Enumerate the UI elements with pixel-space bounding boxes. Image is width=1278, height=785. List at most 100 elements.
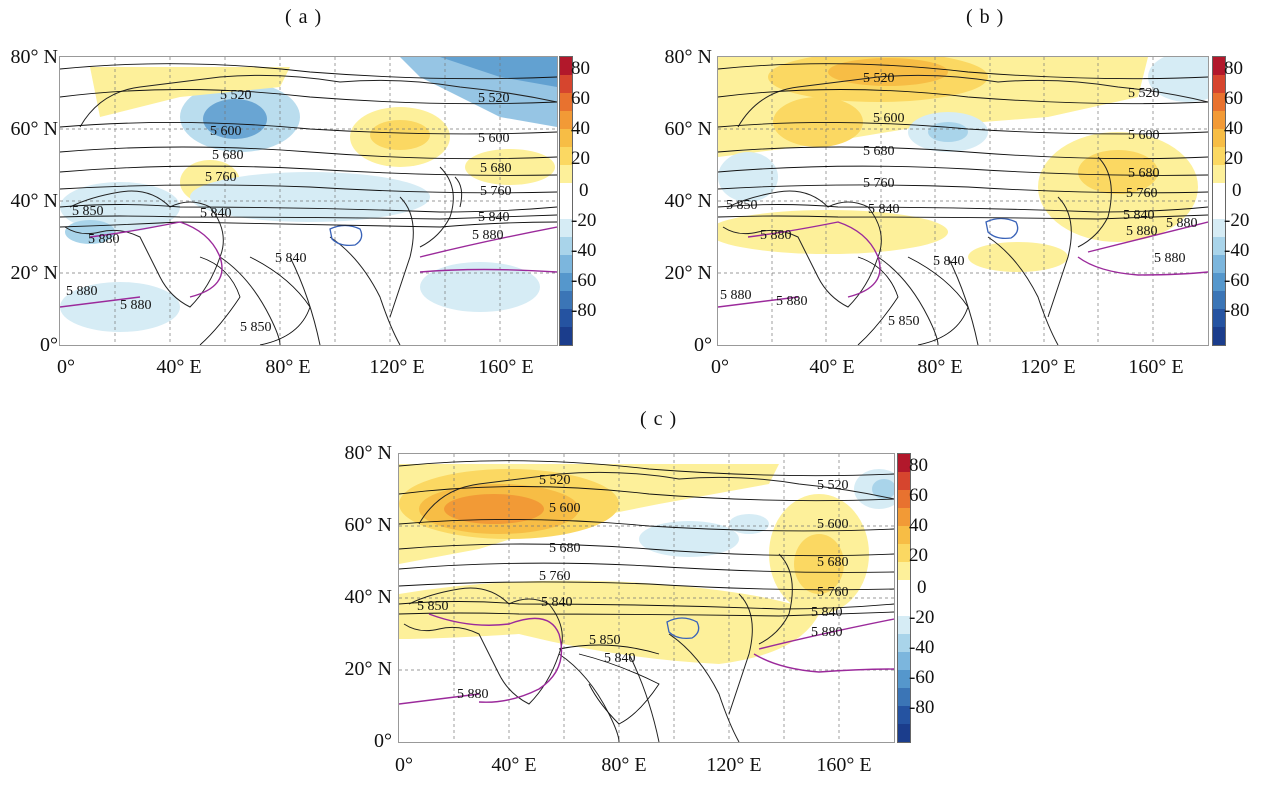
contour-label: 5 880 [88, 232, 120, 247]
colorbar-swatch [1213, 93, 1225, 111]
map-frame: 5 520 5 520 5 600 5 600 5 680 5 680 5 76… [59, 56, 558, 346]
colorbar-swatch [1213, 147, 1225, 165]
colorbar-swatch [898, 490, 910, 508]
colorbar-tick: -20 [1224, 210, 1250, 231]
contour-label: 5 520 [539, 473, 571, 488]
colorbar-swatch [1213, 165, 1225, 183]
lat-label-0: 0° [694, 334, 712, 356]
contour-label-group: 5 520 5 520 5 600 5 600 5 680 5 680 5 76… [66, 88, 512, 335]
contour-label: 5 880 [120, 298, 152, 313]
colorbar-swatches [560, 57, 572, 345]
colorbar-swatch [1213, 57, 1225, 75]
contour-label: 5 880 [1126, 224, 1158, 239]
colorbar-swatch [560, 165, 572, 183]
colorbar-swatch [1213, 327, 1225, 345]
contour-label: 5 520 [1128, 86, 1160, 101]
colorbar-swatch [560, 291, 572, 309]
contour-label: 5 760 [480, 184, 512, 199]
colorbar-swatch [1213, 201, 1225, 219]
panel-b: ( b ) 80° N 60° N 40° N 20° N 0° [650, 0, 1278, 395]
lon-label-40e: 40° E [156, 356, 202, 378]
colorbar-swatch [898, 616, 910, 634]
colorbar-swatch [898, 472, 910, 490]
contour-label: 5 840 [200, 206, 232, 221]
colorbar-swatch [560, 327, 572, 345]
contour-label: 5 850 [888, 314, 920, 329]
colorbar-tick: -80 [1224, 300, 1250, 321]
contour-label: 5 600 [873, 111, 905, 126]
contour-label: 5 840 [811, 605, 843, 620]
colorbar-tick: 40 [571, 118, 590, 139]
lon-label-0: 0° [57, 356, 75, 378]
lat-label-0: 0° [374, 730, 392, 752]
lon-label-80e: 80° E [601, 754, 647, 776]
colorbar-swatch [1213, 255, 1225, 273]
map-frame: 5 520 5 520 5 600 5 600 5 680 5 680 5 76… [717, 56, 1209, 346]
panel-c: ( c ) 80° N 60° N 40° N 20° N 0° [330, 400, 970, 785]
colorbar-swatch [1213, 291, 1225, 309]
contour-label: 5 880 [1166, 216, 1198, 231]
colorbar-swatch [560, 201, 572, 219]
lon-label-160e: 160° E [478, 356, 534, 378]
lat-label-80: 80° N [10, 46, 58, 68]
lon-label-80e: 80° E [917, 356, 963, 378]
shade-lightblue [420, 262, 540, 312]
contour-label: 5 600 [1128, 128, 1160, 143]
shade-blue [928, 122, 968, 142]
colorbar-swatch [560, 219, 572, 237]
map-svg: 5 520 5 520 5 600 5 600 5 680 5 680 5 76… [718, 57, 1208, 345]
contour-label: 5 840 [478, 210, 510, 225]
shade-blue [872, 479, 894, 499]
contour-label: 5 880 [720, 288, 752, 303]
map-frame: 5 520 5 520 5 600 5 600 5 680 5 680 5 76… [398, 453, 895, 743]
colorbar-tick: 60 [909, 485, 928, 506]
height-contours [399, 460, 894, 725]
colorbar-tick: 40 [1224, 118, 1243, 139]
lat-label-80: 80° N [344, 442, 392, 464]
shade-yellow [399, 580, 819, 664]
lake-contour [329, 224, 363, 247]
colorbar-swatch [560, 147, 572, 165]
colorbar-swatch [560, 237, 572, 255]
contour-label: 5 850 [72, 204, 104, 219]
contour-label: 5 760 [863, 176, 895, 191]
shade-orange [370, 120, 430, 150]
shade-blue [203, 99, 267, 139]
contour-label: 5 520 [220, 88, 252, 103]
contour-label: 5 850 [240, 320, 272, 335]
colorbar-swatch [1213, 219, 1225, 237]
lat-label-20: 20° N [10, 262, 58, 284]
colorbar-swatch [1213, 273, 1225, 291]
contour-label: 5 520 [478, 91, 510, 106]
colorbar-tick: -40 [1224, 240, 1250, 261]
lake-contour [985, 217, 1019, 240]
contour-5880 [399, 613, 894, 705]
colorbar-swatch [560, 57, 572, 75]
lon-label-40e: 40° E [809, 356, 855, 378]
colorbar-swatch [898, 580, 910, 598]
colorbar-tick: -40 [571, 240, 597, 261]
contour-label: 5 520 [863, 71, 895, 86]
shade-yellow [968, 242, 1068, 272]
colorbar-tick: 20 [571, 148, 590, 169]
colorbar-tick: -80 [571, 300, 597, 321]
panel-label: ( a ) [285, 6, 323, 28]
colorbar-swatch [560, 183, 572, 201]
lon-label-80e: 80° E [265, 356, 311, 378]
contour-label: 5 850 [726, 198, 758, 213]
lat-label-0: 0° [40, 334, 58, 356]
lat-label-40: 40° N [664, 190, 712, 212]
shade-lightblue [639, 521, 739, 557]
colorbar-tick: -60 [1224, 270, 1250, 291]
colorbar-tick: 0 [579, 180, 589, 201]
colorbar-swatch [898, 652, 910, 670]
lat-label-20: 20° N [344, 658, 392, 680]
colorbar-swatch [1213, 129, 1225, 147]
contour-label: 5 600 [210, 124, 242, 139]
colorbar-swatch [560, 75, 572, 93]
contour-label: 5 880 [457, 687, 489, 702]
colorbar [559, 56, 573, 346]
contour-label: 5 760 [539, 569, 571, 584]
contour-label: 5 840 [604, 651, 636, 666]
colorbar-swatch [898, 544, 910, 562]
